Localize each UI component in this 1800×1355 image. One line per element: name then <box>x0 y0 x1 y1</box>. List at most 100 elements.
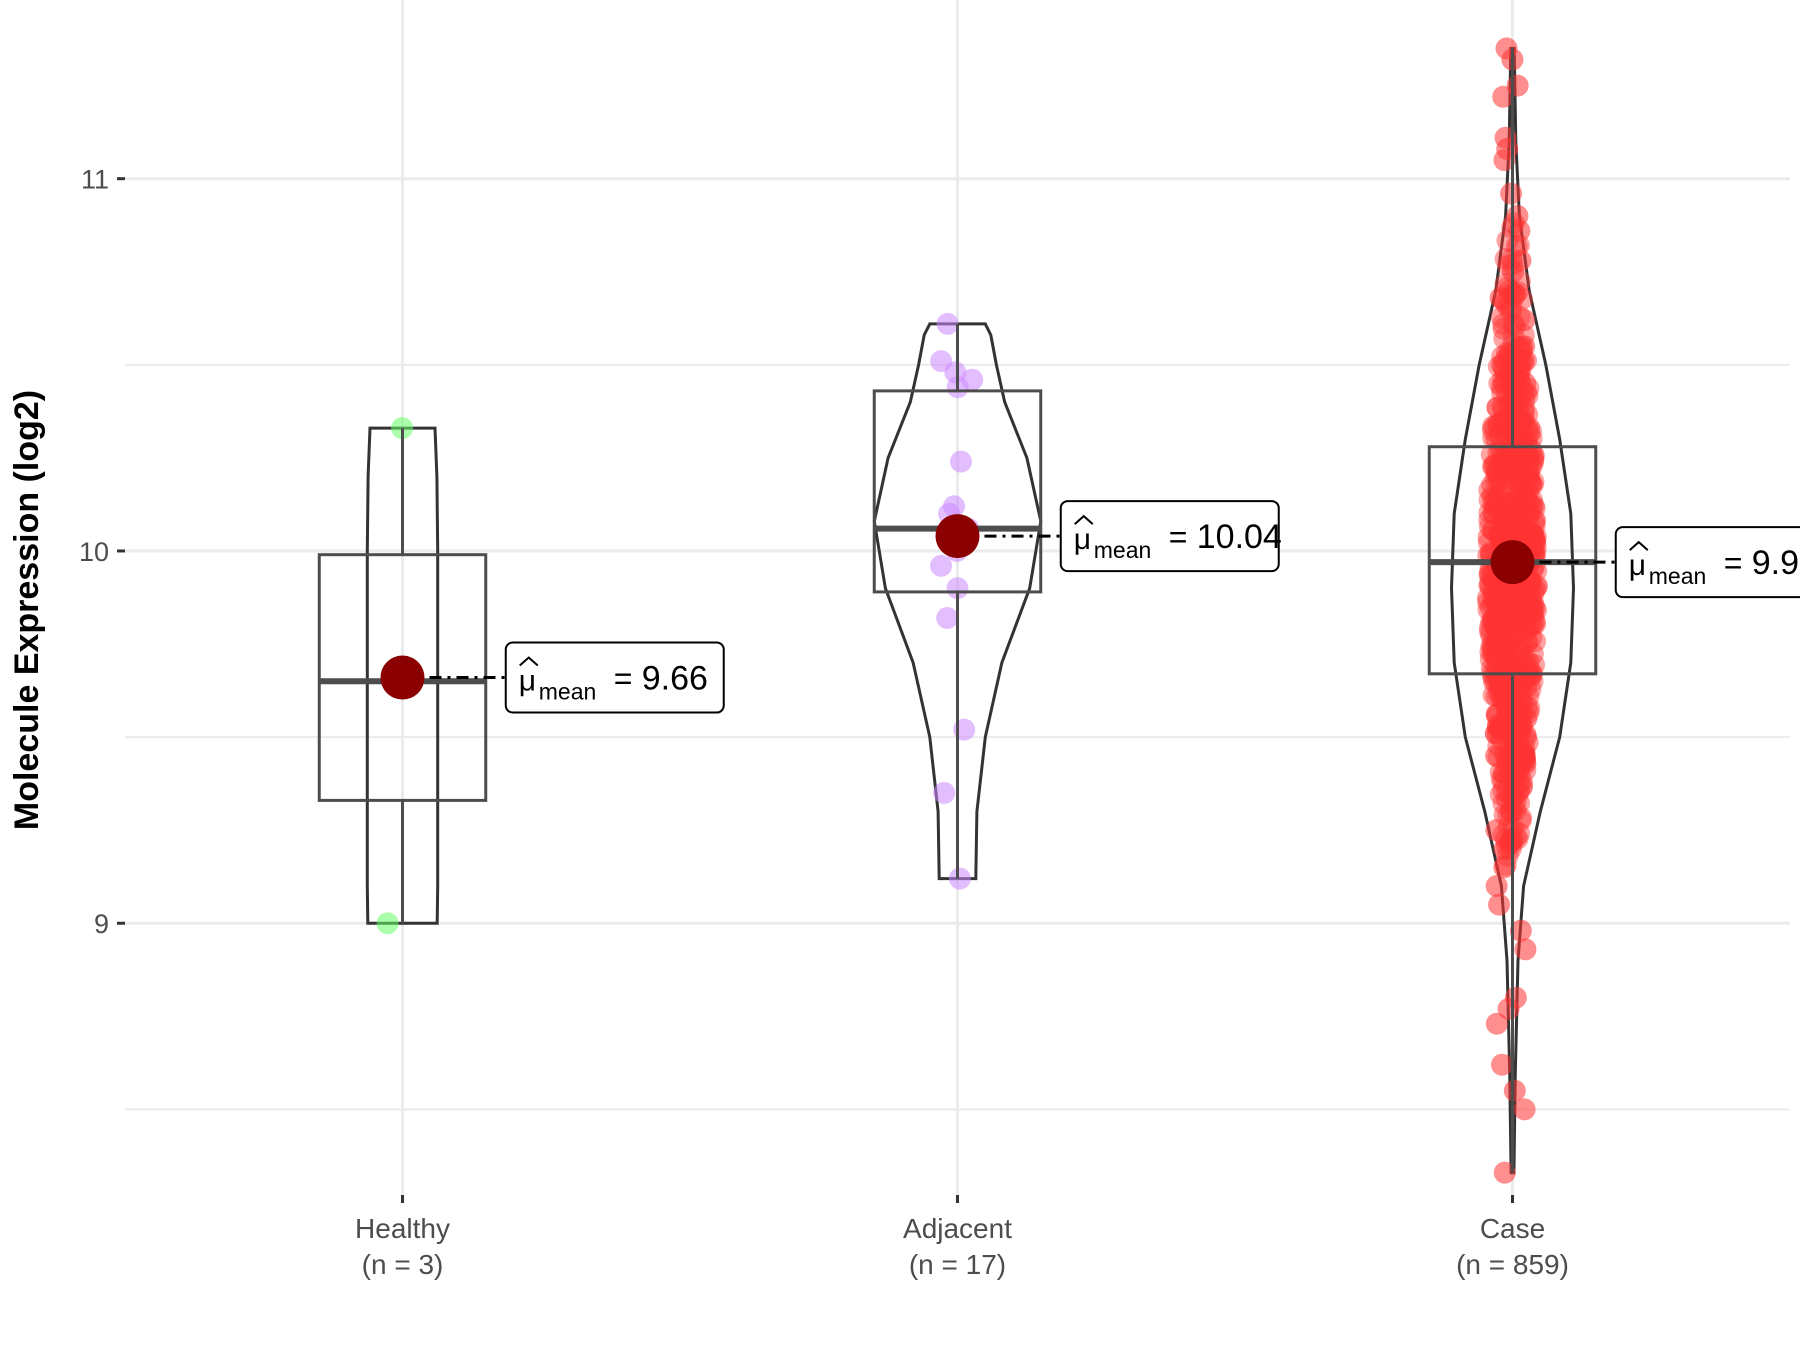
mean-value: 10.04 <box>1197 518 1282 556</box>
data-point <box>936 606 959 629</box>
data-point <box>1515 707 1538 730</box>
data-point <box>1484 722 1507 745</box>
y-axis-title: Molecule Expression (log2) <box>8 390 46 830</box>
data-point <box>1477 526 1500 549</box>
data-point <box>1514 938 1537 961</box>
data-point <box>1511 603 1534 626</box>
data-point <box>1486 665 1509 688</box>
axis-layer: 9 10 11 Healthy (n = 3) Adjacent (n = 17) Case (… <box>79 165 1569 1280</box>
data-point <box>1521 670 1544 693</box>
data-point <box>1493 327 1516 350</box>
data-point <box>1485 655 1508 678</box>
data-point <box>1486 722 1509 745</box>
data-point <box>1510 595 1533 618</box>
data-point <box>1521 601 1544 624</box>
data-point <box>1478 515 1501 538</box>
data-point <box>1513 747 1536 770</box>
data-point <box>1485 819 1508 842</box>
data-point <box>1522 613 1545 636</box>
violin-outline <box>872 322 1043 881</box>
data-point <box>1493 506 1516 529</box>
data-point <box>1494 633 1517 656</box>
data-point <box>1513 745 1536 768</box>
data-point <box>1513 744 1536 767</box>
x-tick-label: Healthy <box>355 1213 450 1244</box>
data-point <box>1488 483 1511 506</box>
x-count-label: (n = 3) <box>362 1249 444 1280</box>
data-point <box>930 350 953 373</box>
data-point <box>1493 500 1516 523</box>
data-point <box>1489 286 1512 309</box>
data-point <box>1522 470 1545 493</box>
data-point <box>1514 605 1537 628</box>
data-point <box>1479 647 1502 670</box>
mean-label-box <box>1614 526 1800 599</box>
x-count-label: (n = 859) <box>1456 1249 1569 1280</box>
data-point <box>961 368 984 391</box>
data-point <box>1523 578 1546 601</box>
y-tick-label: 11 <box>81 165 109 195</box>
data-point <box>1491 614 1514 637</box>
x-count-label: (n = 17) <box>909 1249 1006 1280</box>
data-point <box>1509 428 1532 451</box>
data-point <box>1515 632 1538 655</box>
box <box>872 389 1043 594</box>
data-point <box>1511 410 1534 433</box>
data-point <box>1493 715 1516 738</box>
data-point <box>936 312 959 335</box>
data-point <box>1520 420 1543 443</box>
y-tick-label: 10 <box>79 537 109 567</box>
x-tick-label: Case <box>1480 1213 1545 1244</box>
data-point <box>1516 630 1539 653</box>
data-point <box>1488 718 1511 741</box>
data-point <box>1492 483 1515 506</box>
mean-symbol: μ <box>1074 523 1091 556</box>
mean-label-box <box>1059 500 1280 573</box>
data-point <box>1490 716 1513 739</box>
data-point <box>1514 372 1537 395</box>
data-point <box>1486 485 1509 508</box>
data-point <box>1517 685 1540 708</box>
data-point <box>1492 369 1515 392</box>
data-point <box>1493 1161 1516 1184</box>
mean-equals: = <box>614 661 633 697</box>
data-point <box>1522 593 1545 616</box>
mean-subscript: mean <box>1094 537 1152 563</box>
data-point <box>1524 599 1547 622</box>
data-point <box>1509 746 1532 769</box>
data-point <box>1503 670 1526 693</box>
data-point <box>1516 403 1539 426</box>
data-point <box>1518 422 1541 445</box>
data-point <box>1482 670 1505 693</box>
data-point <box>1516 615 1539 638</box>
group-adjacent: μ mean = 10.04 <box>872 312 1282 890</box>
data-point <box>1478 509 1501 532</box>
data-point <box>1499 763 1522 786</box>
data-point <box>1482 518 1505 541</box>
mean-point <box>935 514 980 559</box>
data-point <box>1513 588 1536 611</box>
data-point <box>1492 312 1515 335</box>
y-tick-label: 9 <box>94 909 109 939</box>
data-point <box>1478 479 1501 502</box>
data-point <box>1493 496 1516 519</box>
data-point <box>376 912 399 935</box>
data-point <box>1511 351 1534 374</box>
data-point <box>1484 485 1507 508</box>
data-point <box>1484 495 1507 518</box>
data-point <box>1513 1098 1536 1121</box>
data-point <box>1493 713 1516 736</box>
data-point <box>1491 521 1514 544</box>
data-point <box>1481 473 1504 496</box>
data-point <box>1482 455 1505 478</box>
data-point <box>1483 453 1506 476</box>
data-point <box>1517 593 1540 616</box>
data-point <box>1517 446 1540 469</box>
data-point <box>930 554 953 577</box>
data-point <box>1485 660 1508 683</box>
data-point <box>1507 614 1530 637</box>
data-point <box>1511 610 1534 633</box>
